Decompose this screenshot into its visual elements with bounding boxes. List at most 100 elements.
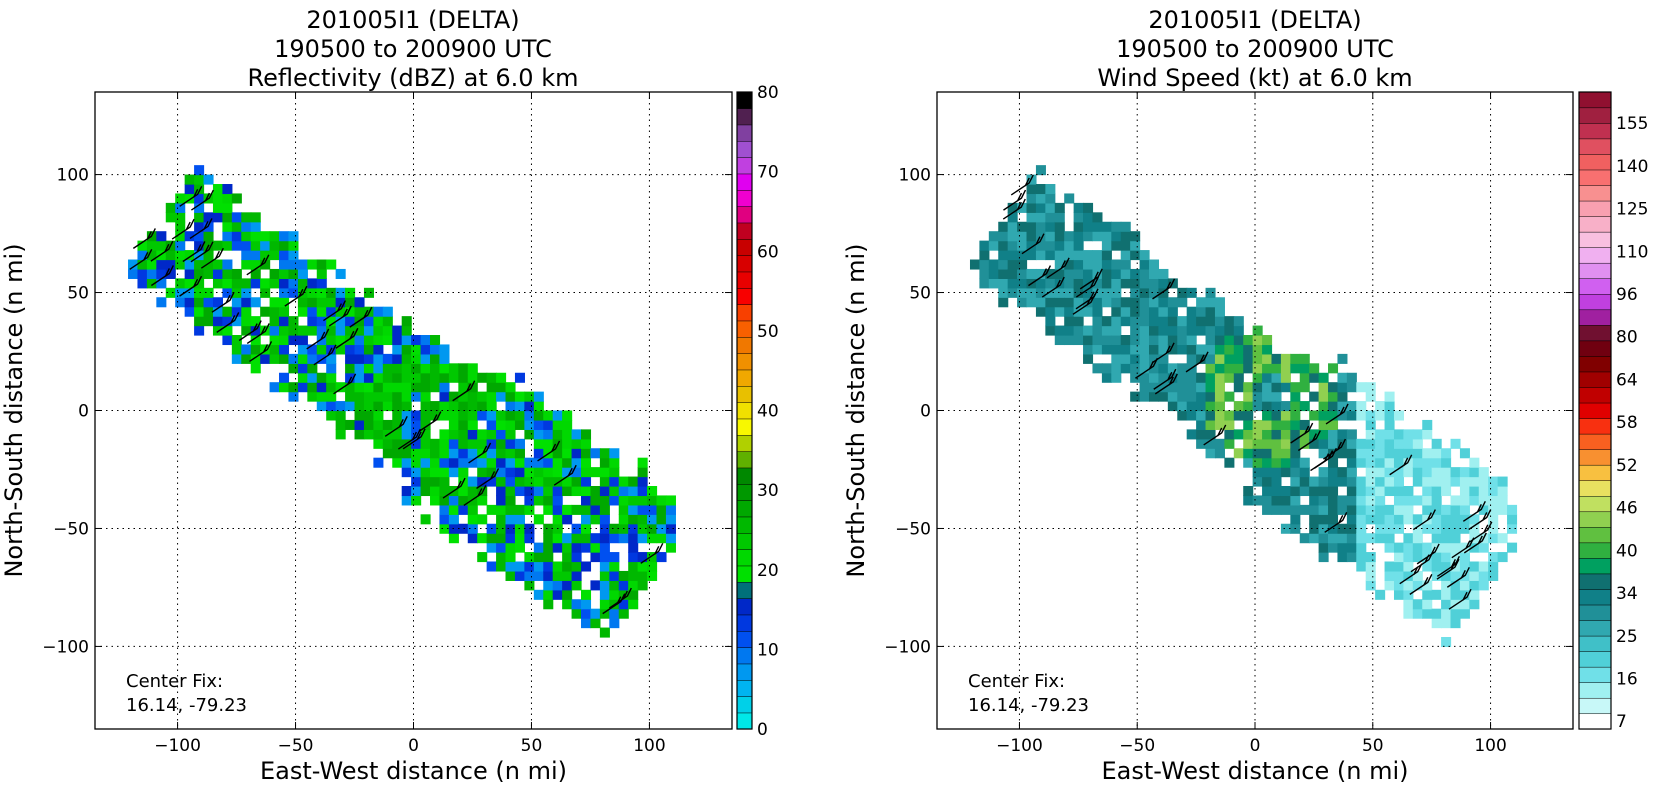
y-axis-label: North-South distance (n mi) [842, 243, 870, 577]
x-tick-label: −50 [1119, 736, 1155, 756]
wind-barb [1323, 438, 1347, 460]
y-tick-label: 50 [909, 284, 931, 304]
colorbar-cell [736, 271, 753, 289]
center-fix-value: 16.14, -79.23 [968, 695, 1089, 716]
colorbar-cell [736, 255, 753, 273]
colorbar-cell [736, 647, 753, 665]
colorbar-cell [1578, 449, 1612, 466]
colorbar-cell [1578, 216, 1612, 233]
wind-barb [323, 300, 347, 322]
colorbar-cell [1578, 604, 1612, 621]
wind-barb [463, 485, 487, 507]
wind-barb [1046, 257, 1070, 279]
colorbar-cell [1578, 495, 1612, 513]
colorbar-cell [736, 418, 753, 436]
wind-barb [384, 415, 408, 437]
colorbar-cell [736, 663, 753, 681]
colorbar-cell [736, 189, 753, 207]
y-tick-label: −50 [53, 519, 89, 539]
x-tick-label: −100 [154, 736, 201, 756]
x-axis-label: East-West distance (n mi) [1101, 757, 1408, 785]
wind-barb [1399, 563, 1423, 585]
wind-barb [1021, 233, 1045, 255]
x-tick-label: −100 [996, 736, 1043, 756]
wind-barb [402, 428, 426, 450]
wind-barb [1462, 501, 1486, 522]
chart-title-line: 190500 to 200900 UTC [274, 35, 552, 63]
colorbar-cell [1578, 697, 1612, 715]
colorbar-tick-label: 60 [757, 242, 779, 262]
wind-barb [1154, 373, 1178, 395]
wind-barb [1079, 268, 1103, 290]
wind-barb [1463, 532, 1487, 554]
wind-barb [442, 477, 466, 499]
y-axis-label: North-South distance (n mi) [0, 243, 28, 577]
wind-barb [132, 228, 156, 249]
y-tick-label: −100 [884, 637, 931, 657]
colorbar-cell [1578, 184, 1612, 202]
colorbar-cell [1578, 588, 1612, 606]
colorbar-cell [736, 483, 753, 501]
wind-barb [211, 291, 235, 313]
colorbar-tick-label: 80 [1616, 328, 1638, 348]
colorbar-cell [736, 434, 753, 452]
colorbar-cell [1578, 91, 1612, 109]
colorbar-cell [1578, 666, 1612, 683]
colorbar-cell [736, 336, 753, 354]
wind-barb [190, 241, 214, 263]
wind-barb [640, 542, 664, 564]
colorbar-cell [1578, 480, 1612, 497]
colorbar-tick-label: 10 [757, 640, 779, 660]
colorbar-cell [1578, 557, 1612, 575]
colorbar-cell [736, 549, 753, 567]
wind-barb [608, 587, 632, 609]
colorbar-cell [736, 206, 753, 224]
wind-barb [1075, 276, 1099, 298]
wind-barb [1313, 447, 1337, 469]
colorbar-tick-label: 46 [1616, 499, 1638, 519]
wind-barb [335, 327, 359, 349]
wind-barb [249, 341, 273, 363]
wind-barb [189, 218, 213, 240]
colorbar-tick-label: 34 [1616, 584, 1638, 604]
wind-barb [1448, 588, 1472, 610]
wind-barb [171, 218, 195, 240]
x-tick-label: 0 [408, 736, 419, 756]
colorbar-cell [1578, 200, 1612, 217]
wind-barb [452, 380, 476, 402]
wind-barb [468, 442, 492, 464]
wind-barb [150, 265, 174, 287]
colorbar-cell [1578, 107, 1612, 124]
colorbar-cell [736, 712, 753, 730]
colorbar-tick-label: 16 [1616, 670, 1638, 690]
colorbar-cell [1578, 355, 1612, 373]
colorbar-cell [736, 467, 753, 485]
colorbar-cell [736, 696, 753, 714]
wind-barb [1185, 351, 1209, 373]
wind-barb [537, 440, 561, 462]
colorbar-frame [736, 91, 753, 730]
wind-barb [553, 464, 577, 486]
colorbar-tick-label: 7 [1616, 712, 1627, 732]
chart-panel-1: 201005I1 (DELTA)190500 to 200900 UTCRefl… [0, 6, 779, 785]
colorbar-cell [736, 320, 753, 338]
colorbar-cell [736, 500, 753, 518]
colorbar-cell [1578, 651, 1612, 668]
colorbar-tick-label: 96 [1616, 285, 1638, 305]
wind-barb [246, 323, 270, 345]
wind-barb [246, 254, 270, 276]
y-tick-label: −50 [895, 519, 931, 539]
y-tick-label: −100 [42, 637, 89, 657]
colorbar-cell [736, 140, 753, 158]
colorbar-cell [1578, 262, 1612, 279]
colorbar-tick-label: 70 [757, 163, 779, 183]
wind-barb [1409, 574, 1433, 595]
colorbar-cell [1578, 386, 1612, 404]
wind-barb [1324, 512, 1348, 533]
colorbar-cell [1578, 713, 1612, 730]
colorbar-cell [1578, 682, 1612, 699]
wind-barb [150, 240, 174, 262]
y-tick-label: 100 [57, 166, 89, 186]
wind-barb [1446, 566, 1470, 588]
y-tick-label: 50 [67, 284, 89, 304]
